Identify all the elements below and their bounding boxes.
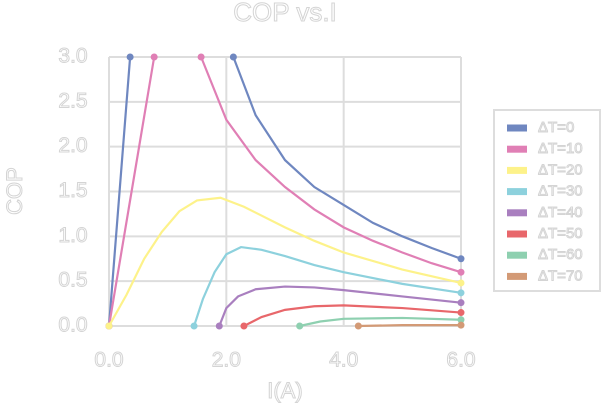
y-tick-label: 2.5 <box>58 89 87 112</box>
series-line <box>218 285 462 327</box>
y-tick-label: 0.5 <box>58 269 87 292</box>
x-tick-label: 0.0 <box>94 349 123 372</box>
legend-label: ΔT=70 <box>538 267 583 284</box>
series-line <box>358 324 461 328</box>
series-line <box>107 56 462 327</box>
point-marker <box>457 268 465 276</box>
y-tick-label: 3.0 <box>58 45 87 68</box>
legend-label: ΔT=40 <box>538 204 583 221</box>
legend-label: ΔT=0 <box>538 119 574 136</box>
legend-label: ΔT=30 <box>538 183 583 200</box>
legend-label: ΔT=10 <box>538 140 583 157</box>
legend-swatch <box>507 145 527 153</box>
point-marker <box>126 53 134 61</box>
point-marker <box>457 299 465 307</box>
point-marker <box>296 322 304 330</box>
series-line <box>243 304 462 327</box>
legend-swatch <box>507 166 527 174</box>
series-line <box>299 316 462 328</box>
point-marker <box>229 53 237 61</box>
legend-box <box>493 109 601 292</box>
y-axis-label: COP <box>2 167 27 215</box>
legend-swatch <box>507 272 527 280</box>
series-line <box>107 56 462 327</box>
y-tick-label: 0.0 <box>58 314 87 337</box>
legend-swatch <box>507 124 527 132</box>
point-marker <box>215 322 223 330</box>
point-marker <box>240 322 248 330</box>
legend-swatch <box>507 230 527 238</box>
series-line <box>108 196 462 327</box>
point-marker <box>105 322 113 330</box>
point-marker <box>457 279 465 287</box>
point-marker <box>150 53 158 61</box>
legend-label: ΔT=50 <box>538 225 583 242</box>
point-marker <box>457 316 465 324</box>
legend-swatch <box>507 188 527 196</box>
x-tick-label: 6.0 <box>446 349 475 372</box>
point-marker <box>197 53 205 61</box>
x-axis-label: I(A) <box>267 378 302 403</box>
point-marker <box>457 289 465 297</box>
point-marker <box>190 322 198 330</box>
legend-swatch <box>507 209 527 217</box>
chart-title: COP vs.I <box>233 0 337 27</box>
y-tick-label: 1.5 <box>58 179 87 202</box>
point-marker <box>457 255 465 263</box>
point-marker <box>354 322 362 330</box>
x-tick-label: 2.0 <box>212 349 241 372</box>
legend-label: ΔT=20 <box>538 161 583 178</box>
y-tick-label: 1.0 <box>58 224 87 247</box>
y-tick-label: 2.0 <box>58 134 87 157</box>
point-marker <box>457 321 465 329</box>
legend-swatch <box>507 251 527 259</box>
series-line <box>193 245 462 327</box>
x-tick-label: 4.0 <box>329 349 358 372</box>
point-marker <box>457 309 465 317</box>
legend-label: ΔT=60 <box>538 246 583 263</box>
